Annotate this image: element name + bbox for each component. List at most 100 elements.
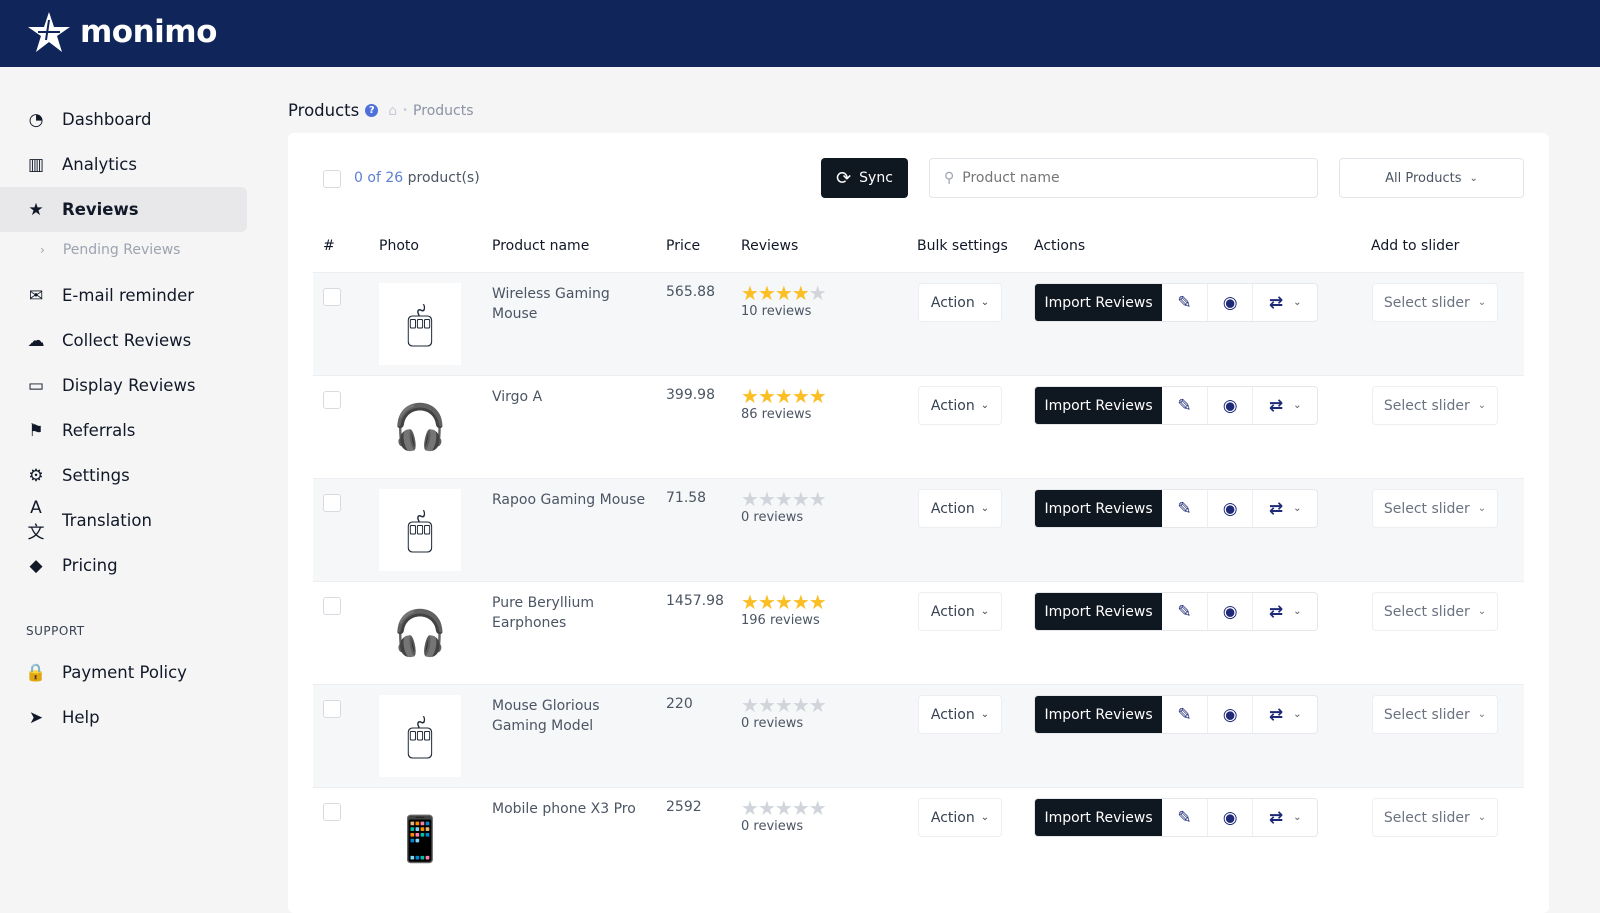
- table-row: 🖱 Rapoo Gaming Mouse 71.58 ★★★★★ 0 revie…: [313, 478, 1524, 581]
- product-name[interactable]: Pure Beryllium Earphones: [492, 595, 595, 631]
- page-title: Products: [288, 101, 360, 120]
- transfer-dropdown[interactable]: ⇄ ⌄: [1253, 490, 1317, 527]
- select-slider-dropdown[interactable]: Select slider ⌄: [1372, 283, 1498, 322]
- column-header: Add to slider: [1371, 238, 1460, 254]
- breadcrumb-current: Products: [413, 102, 474, 119]
- product-name[interactable]: Wireless Gaming Mouse: [492, 286, 610, 322]
- import-reviews-button[interactable]: Import Reviews: [1035, 387, 1163, 424]
- eye-icon[interactable]: ◉: [1208, 799, 1254, 836]
- star-icon: ★: [791, 796, 810, 820]
- sidebar-item-help[interactable]: ➤ Help: [0, 695, 247, 740]
- row-checkbox[interactable]: [323, 700, 341, 718]
- eye-icon[interactable]: ◉: [1208, 284, 1254, 321]
- chevron-down-icon: ⌄: [1293, 812, 1302, 823]
- envelope-icon: ✉: [28, 285, 44, 306]
- sidebar-item-label: Dashboard: [62, 110, 152, 129]
- sidebar-item-collect-reviews[interactable]: ☁ Collect Reviews: [0, 318, 247, 363]
- transfer-dropdown[interactable]: ⇄ ⌄: [1253, 593, 1317, 630]
- eye-icon[interactable]: ◉: [1208, 696, 1254, 733]
- select-slider-dropdown[interactable]: Select slider ⌄: [1372, 489, 1498, 528]
- star-icon: ★: [808, 487, 827, 511]
- select-all-checkbox[interactable]: [323, 170, 341, 188]
- sidebar-item-pricing[interactable]: ◆ Pricing: [0, 543, 247, 588]
- search-input[interactable]: [962, 170, 1137, 186]
- transfer-dropdown[interactable]: ⇄ ⌄: [1253, 284, 1317, 321]
- product-name[interactable]: Rapoo Gaming Mouse: [492, 492, 646, 508]
- row-checkbox[interactable]: [323, 494, 341, 512]
- import-reviews-button[interactable]: Import Reviews: [1035, 593, 1163, 630]
- sync-button[interactable]: ⟳ Sync: [821, 158, 908, 198]
- row-checkbox[interactable]: [323, 803, 341, 821]
- row-actions: Import Reviews ✎ ◉ ⇄ ⌄: [1034, 592, 1318, 631]
- sidebar-item-label: Help: [62, 708, 100, 727]
- sidebar-item-display-reviews[interactable]: ▭ Display Reviews: [0, 363, 247, 408]
- sidebar-item-translation[interactable]: A文 Translation: [0, 498, 247, 543]
- bulk-action-dropdown[interactable]: Action ⌄: [918, 283, 1002, 322]
- row-checkbox[interactable]: [323, 597, 341, 615]
- edit-icon[interactable]: ✎: [1162, 799, 1208, 836]
- bulk-action-dropdown[interactable]: Action ⌄: [918, 592, 1002, 631]
- select-slider-dropdown[interactable]: Select slider ⌄: [1372, 798, 1498, 837]
- row-checkbox[interactable]: [323, 288, 341, 306]
- eye-icon[interactable]: ◉: [1208, 387, 1254, 424]
- import-reviews-button[interactable]: Import Reviews: [1035, 490, 1163, 527]
- select-slider-dropdown[interactable]: Select slider ⌄: [1372, 695, 1498, 734]
- import-reviews-button[interactable]: Import Reviews: [1035, 696, 1163, 733]
- product-price: 565.88: [666, 284, 715, 300]
- eye-icon[interactable]: ◉: [1208, 490, 1254, 527]
- logo[interactable]: monimo: [26, 10, 217, 54]
- star-icon: ★: [757, 590, 776, 614]
- table-row: 🎧 Virgo A 399.98 ★★★★★ 86 reviews Action…: [313, 375, 1524, 478]
- product-photo: 🖱: [379, 283, 461, 365]
- star-icon: ★: [808, 796, 827, 820]
- swap-icon: ⇄: [1268, 395, 1284, 416]
- sync-label: Sync: [859, 170, 893, 186]
- home-icon[interactable]: ⌂: [388, 102, 398, 119]
- sidebar-item-reviews[interactable]: ★ Reviews: [0, 187, 247, 232]
- sidebar-item-label: Collect Reviews: [62, 331, 192, 350]
- edit-icon[interactable]: ✎: [1162, 284, 1208, 321]
- transfer-dropdown[interactable]: ⇄ ⌄: [1253, 799, 1317, 836]
- monitor-icon: ▭: [27, 375, 45, 396]
- product-filter-dropdown[interactable]: All Products ⌄: [1339, 158, 1524, 198]
- filter-label: All Products: [1385, 170, 1462, 186]
- edit-icon[interactable]: ✎: [1162, 387, 1208, 424]
- rating-stars: ★★★★★: [741, 590, 827, 614]
- product-name[interactable]: Virgo A: [492, 389, 543, 405]
- sidebar-item-e-mail-reminder[interactable]: ✉ E-mail reminder: [0, 273, 247, 318]
- slider-placeholder: Select slider: [1383, 706, 1470, 723]
- import-reviews-button[interactable]: Import Reviews: [1035, 799, 1163, 836]
- sidebar-item-dashboard[interactable]: ◔ Dashboard: [0, 97, 247, 142]
- edit-icon[interactable]: ✎: [1162, 696, 1208, 733]
- review-count: 10 reviews: [741, 304, 812, 319]
- eye-icon[interactable]: ◉: [1208, 593, 1254, 630]
- star-icon: ★: [774, 590, 793, 614]
- select-slider-dropdown[interactable]: Select slider ⌄: [1372, 386, 1498, 425]
- sidebar-item-analytics[interactable]: ▥ Analytics: [0, 142, 247, 187]
- review-count: 0 reviews: [741, 716, 804, 731]
- product-name[interactable]: Mobile phone X3 Pro: [492, 801, 636, 817]
- edit-icon[interactable]: ✎: [1162, 593, 1208, 630]
- row-checkbox[interactable]: [323, 391, 341, 409]
- import-reviews-button[interactable]: Import Reviews: [1035, 284, 1163, 321]
- sidebar-item-payment-policy[interactable]: 🔒 Payment Policy: [0, 650, 247, 695]
- product-name[interactable]: Mouse Glorious Gaming Model: [492, 698, 600, 734]
- search-box[interactable]: ⚲: [929, 158, 1318, 198]
- bulk-action-dropdown[interactable]: Action ⌄: [918, 695, 1002, 734]
- product-count: 0 of 26 product(s): [354, 170, 480, 186]
- transfer-dropdown[interactable]: ⇄ ⌄: [1253, 387, 1317, 424]
- help-icon[interactable]: ?: [365, 104, 379, 117]
- sidebar-item-settings[interactable]: ⚙ Settings: [0, 453, 247, 498]
- edit-icon[interactable]: ✎: [1162, 490, 1208, 527]
- chevron-down-icon: ⌄: [980, 709, 990, 720]
- table-row: 🖱 Wireless Gaming Mouse 565.88 ★★★★★ 10 …: [313, 272, 1524, 375]
- row-actions: Import Reviews ✎ ◉ ⇄ ⌄: [1034, 283, 1318, 322]
- bulk-action-dropdown[interactable]: Action ⌄: [918, 386, 1002, 425]
- bulk-action-dropdown[interactable]: Action ⌄: [918, 489, 1002, 528]
- select-slider-dropdown[interactable]: Select slider ⌄: [1372, 592, 1498, 631]
- column-header: #: [323, 238, 335, 254]
- transfer-dropdown[interactable]: ⇄ ⌄: [1253, 696, 1317, 733]
- bulk-action-dropdown[interactable]: Action ⌄: [918, 798, 1002, 837]
- sidebar-item-referrals[interactable]: ⚑ Referrals: [0, 408, 247, 453]
- sidebar-subitem-pending-reviews[interactable]: › Pending Reviews: [0, 230, 247, 270]
